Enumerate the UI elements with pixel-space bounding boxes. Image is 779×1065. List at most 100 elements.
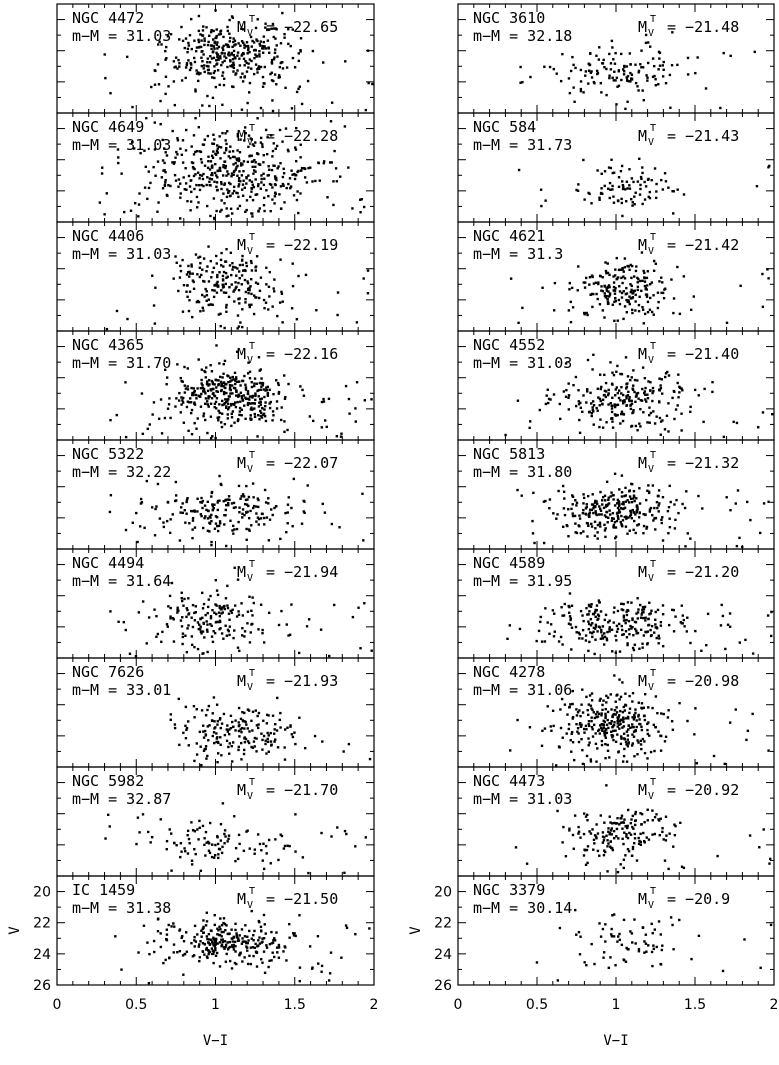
star-point (664, 375, 667, 379)
star-point (189, 179, 192, 182)
star-point (221, 845, 224, 849)
star-point (622, 317, 625, 321)
star-point (208, 183, 211, 187)
star-point (619, 742, 623, 746)
star-point (613, 300, 616, 304)
mv-superscript: T (249, 777, 255, 788)
star-point (244, 297, 247, 301)
star-point (258, 53, 261, 56)
star-point (213, 720, 216, 723)
star-point (103, 213, 106, 216)
star-point (231, 65, 234, 68)
star-point (290, 603, 293, 606)
star-point (164, 75, 168, 78)
star-point (152, 939, 156, 943)
star-point (202, 309, 205, 312)
star-point (213, 913, 216, 917)
mv-superscript: T (249, 559, 255, 570)
star-point (246, 727, 249, 730)
star-point (249, 414, 252, 417)
star-point (593, 501, 597, 504)
star-point (575, 504, 578, 507)
star-point (627, 265, 630, 268)
star-point (281, 67, 285, 70)
star-point (301, 388, 304, 392)
star-point (261, 512, 264, 516)
star-point (201, 607, 205, 610)
star-point (154, 507, 157, 511)
star-point (228, 732, 231, 736)
star-point (243, 374, 246, 378)
star-point (199, 150, 203, 154)
star-point (191, 536, 194, 540)
star-point (594, 527, 597, 530)
star-point (246, 52, 249, 55)
star-point (648, 510, 652, 513)
star-point (605, 515, 608, 519)
star-point (686, 56, 690, 60)
star-point (570, 604, 574, 607)
star-point (288, 936, 291, 939)
star-point (220, 383, 224, 386)
star-point (582, 281, 585, 284)
star-point (612, 79, 615, 82)
star-point (370, 398, 373, 401)
star-point (609, 401, 612, 405)
star-point (548, 506, 551, 510)
star-point (251, 729, 254, 732)
star-point (243, 76, 246, 79)
star-point (644, 616, 647, 619)
star-point (235, 935, 238, 938)
star-point (266, 39, 270, 42)
star-point (157, 917, 160, 920)
star-point (252, 954, 255, 958)
star-point (185, 607, 188, 610)
star-point (359, 647, 362, 650)
star-point (670, 720, 674, 723)
star-point (620, 736, 623, 739)
star-point (218, 499, 221, 502)
star-point (219, 839, 223, 842)
star-point (200, 64, 204, 68)
star-point (557, 489, 560, 493)
star-point (215, 386, 218, 389)
star-point (236, 400, 239, 404)
star-point (216, 736, 219, 739)
star-point (156, 482, 160, 486)
star-point (270, 508, 273, 511)
star-point (631, 296, 635, 299)
star-point (567, 508, 570, 511)
star-point (225, 728, 228, 731)
star-point (696, 56, 699, 59)
star-point (629, 297, 633, 300)
star-point (661, 291, 665, 295)
star-point (115, 413, 118, 417)
star-point (269, 862, 272, 865)
star-point (746, 729, 750, 733)
star-point (622, 290, 625, 293)
star-point (165, 928, 169, 931)
star-point (623, 257, 627, 260)
star-point (640, 66, 643, 69)
mv-subscript: V (247, 682, 253, 693)
star-point (216, 416, 219, 419)
star-point (230, 175, 233, 178)
star-point (610, 491, 613, 494)
star-point (220, 722, 224, 725)
star-point (253, 377, 257, 380)
star-point (206, 61, 209, 64)
star-point (648, 421, 651, 424)
star-point (322, 400, 326, 403)
star-point (624, 515, 628, 518)
star-point (270, 79, 274, 82)
star-point (169, 615, 172, 618)
star-point (678, 701, 681, 705)
distance-modulus: m−M = 31.64 (72, 572, 171, 590)
star-point (294, 934, 297, 938)
star-point (169, 713, 173, 716)
star-point (683, 625, 686, 628)
star-point (196, 273, 199, 276)
star-point (178, 38, 181, 41)
distance-modulus: m−M = 32.18 (473, 27, 572, 45)
star-point (189, 401, 193, 404)
